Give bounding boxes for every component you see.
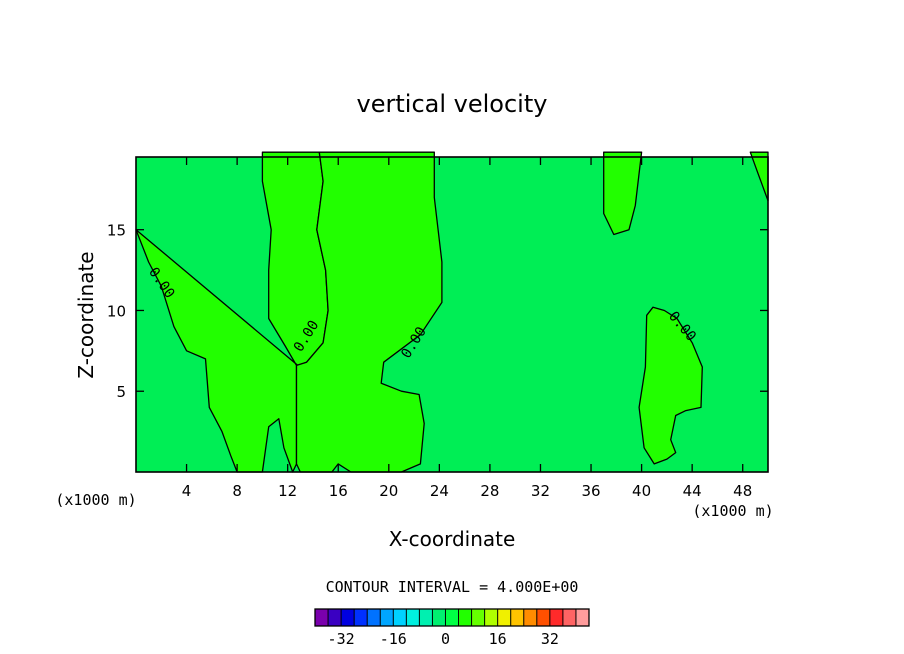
- y-tick-label: 15: [107, 222, 126, 240]
- x-unit-right: (x1000 m): [692, 502, 773, 520]
- positive-region-3: [603, 151, 643, 236]
- colorbar-swatch: [575, 609, 589, 626]
- contour-regions: [135, 151, 769, 473]
- colorbar-swatch: [328, 609, 342, 626]
- x-tick-label: 16: [329, 482, 348, 500]
- x-unit-left: (x1000 m): [55, 491, 136, 509]
- x-tick-label: 28: [480, 482, 499, 500]
- colorbar-swatch: [484, 609, 498, 626]
- colorbar-title: CONTOUR INTERVAL = 4.000E+00: [326, 578, 579, 596]
- colorbar-swatch: [549, 609, 563, 626]
- colorbar-tick-label: -16: [380, 630, 407, 648]
- colorbar-swatch: [367, 609, 381, 626]
- colorbar-swatch: [406, 609, 420, 626]
- colorbar-swatch: [497, 609, 511, 626]
- x-tick-label: 36: [581, 482, 600, 500]
- y-ticks: 5 10 15: [107, 222, 768, 401]
- x-tick-label: 48: [733, 482, 752, 500]
- colorbar-swatch: [510, 609, 524, 626]
- y-tick-label: 10: [107, 302, 126, 320]
- colorbar-swatch: [354, 609, 368, 626]
- x-tick-label: 20: [379, 482, 398, 500]
- colorbar-swatch: [432, 609, 446, 626]
- x-tick-label: 8: [232, 482, 242, 500]
- colorbar-swatch: [445, 609, 459, 626]
- x-axis-label: X-coordinate: [389, 527, 516, 551]
- colorbar-tick-label: 0: [441, 630, 450, 648]
- colorbar-frame: [314, 608, 590, 627]
- colorbar-swatch: [471, 609, 485, 626]
- x-tick-label: 12: [278, 482, 297, 500]
- colorbar-tick-label: 32: [541, 630, 559, 648]
- plot-frame: [135, 156, 769, 473]
- y-tick-label: 5: [116, 383, 126, 401]
- x-tick-label: 24: [430, 482, 449, 500]
- colorbar-swatch: [562, 609, 576, 626]
- colorbar-swatch: [536, 609, 550, 626]
- colorbar-swatch: [380, 609, 394, 626]
- colorbar-swatch: [341, 609, 355, 626]
- colorbar-tick-label: 16: [489, 630, 507, 648]
- y-axis-label: Z-coordinate: [74, 251, 98, 378]
- x-ticks: 4 8 12 16 20 24 28 32 36 40 44 48: [182, 157, 752, 500]
- colorbar-swatch: [393, 609, 407, 626]
- x-tick-label: 44: [683, 482, 702, 500]
- chart-title: vertical velocity: [357, 90, 548, 118]
- colorbar-swatch: [419, 609, 433, 626]
- x-tick-label: 40: [632, 482, 651, 500]
- x-tick-label: 4: [182, 482, 192, 500]
- colorbar-swatch: [458, 609, 472, 626]
- colorbar-swatch: [315, 609, 329, 626]
- plot-area: 0.000.00 0.00 0.00 4 8 12 16 20 24 28 32 36 40 44 48 …: [107, 151, 769, 500]
- colorbar: -32 -16 0 16 32: [314, 608, 590, 648]
- positive-region-4: [638, 306, 703, 465]
- colorbar-tick-label: -32: [328, 630, 355, 648]
- colorbar-swatch: [523, 609, 537, 626]
- x-tick-label: 32: [531, 482, 550, 500]
